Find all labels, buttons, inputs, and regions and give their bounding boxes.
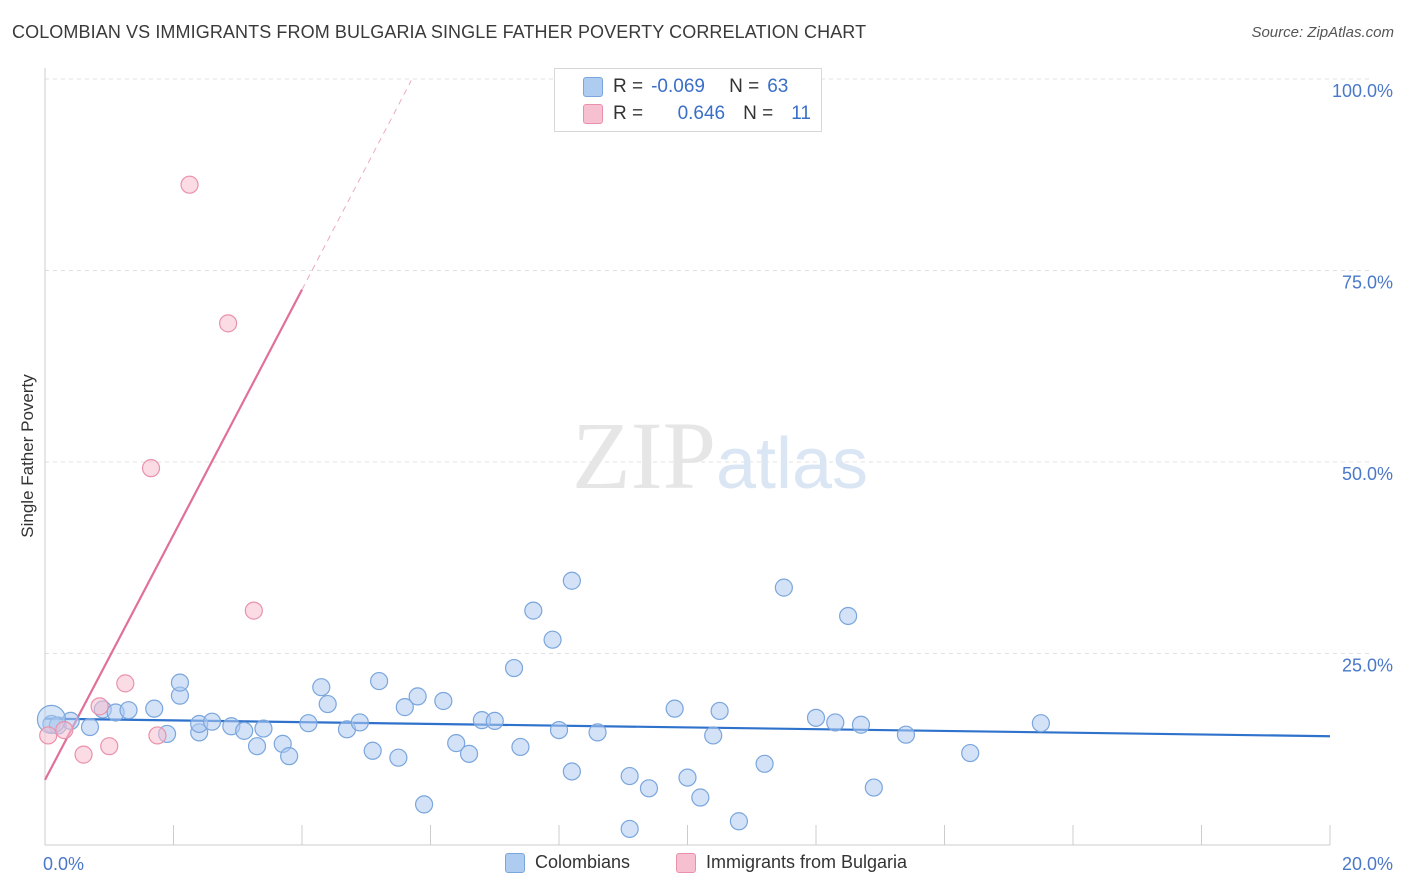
y-tick-label: 50.0%	[1342, 464, 1393, 484]
x-tick-labels: 0.0% 20.0%	[43, 854, 1393, 874]
legend-n-label: N =	[743, 103, 774, 124]
point-colombians	[254, 719, 273, 738]
point-bulgaria	[90, 697, 109, 716]
point-colombians	[710, 701, 729, 721]
point-colombians	[678, 768, 697, 787]
point-colombians	[729, 812, 749, 831]
legend-n-value: 11	[791, 103, 811, 124]
legend-n-label: N =	[729, 76, 760, 97]
y-tick-labels: 25.0% 50.0% 75.0% 100.0%	[1332, 81, 1393, 676]
legend-r-label: R =	[613, 103, 644, 124]
point-colombians	[395, 698, 414, 717]
watermark: ZIPatlas	[572, 402, 868, 509]
point-bulgaria	[148, 726, 167, 745]
point-colombians	[459, 744, 479, 763]
point-colombians	[363, 741, 382, 760]
correlation-legend: R = -0.069 N = 63 R = 0.646 N = 11	[554, 68, 822, 132]
point-colombians	[318, 694, 337, 714]
point-colombians	[524, 601, 543, 620]
series-legend-bulgaria: Immigrants from Bulgaria	[676, 852, 907, 873]
chart-title: COLOMBIAN VS IMMIGRANTS FROM BULGARIA SI…	[12, 22, 867, 42]
point-colombians	[408, 687, 427, 706]
point-bulgaria	[244, 601, 263, 620]
point-colombians	[235, 721, 254, 740]
point-colombians	[691, 788, 710, 807]
point-colombians	[202, 712, 222, 731]
point-colombians	[389, 748, 408, 767]
series-legend: Colombians Immigrants from Bulgaria	[0, 852, 1406, 878]
point-colombians	[370, 671, 389, 691]
legend-row-bulgaria: R = 0.646 N = 11	[555, 101, 811, 127]
point-colombians	[485, 711, 504, 731]
point-colombians	[549, 720, 569, 740]
y-tick-label: 25.0%	[1342, 656, 1393, 676]
y-tick-label: 100.0%	[1332, 81, 1393, 101]
point-colombians	[826, 713, 845, 732]
point-bulgaria	[116, 674, 135, 693]
legend-swatch-colombians	[583, 77, 603, 97]
point-colombians	[247, 737, 267, 756]
point-colombians	[145, 699, 164, 718]
point-colombians	[511, 737, 530, 757]
point-bulgaria	[141, 459, 161, 478]
trend-line-bulgaria-extension	[301, 80, 412, 290]
point-colombians	[562, 571, 581, 590]
point-colombians	[170, 673, 190, 692]
point-colombians	[839, 606, 858, 626]
watermark-zip: ZIP	[572, 402, 716, 509]
point-colombians	[620, 819, 639, 839]
point-colombians	[1031, 714, 1050, 733]
point-colombians	[704, 726, 723, 745]
point-colombians	[864, 778, 883, 797]
x-tick-label: 20.0%	[1342, 854, 1393, 874]
point-colombians	[896, 725, 916, 744]
point-bulgaria	[74, 745, 93, 764]
point-colombians	[562, 762, 581, 781]
point-colombians	[312, 678, 331, 697]
point-colombians	[543, 630, 562, 649]
series-label-bulgaria: Immigrants from Bulgaria	[706, 852, 908, 872]
point-colombians	[961, 743, 980, 763]
legend-r-value: 0.646	[677, 103, 726, 124]
point-colombians	[299, 714, 318, 733]
y-tick-label: 75.0%	[1342, 273, 1393, 293]
series-label-colombians: Colombians	[535, 852, 631, 872]
point-colombians	[280, 747, 299, 766]
point-colombians	[414, 795, 434, 814]
legend-swatch-bulgaria	[583, 104, 603, 124]
watermark-atlas: atlas	[716, 424, 868, 504]
point-bulgaria	[55, 720, 74, 740]
data-points	[36, 175, 1050, 839]
point-bulgaria	[100, 737, 119, 756]
legend-r-value: -0.069	[651, 76, 705, 97]
point-colombians	[504, 658, 524, 678]
point-bulgaria	[39, 726, 58, 745]
legend-r-label: R =	[613, 76, 644, 97]
legend-n-value: 63	[767, 76, 789, 97]
legend-row-colombians: R = -0.069 N = 63	[555, 74, 788, 100]
point-colombians	[119, 701, 138, 720]
point-colombians	[639, 779, 659, 798]
series-swatch-bulgaria	[676, 852, 696, 873]
x-tick-label: 0.0%	[43, 854, 84, 874]
point-colombians	[434, 691, 453, 711]
point-colombians	[447, 734, 466, 753]
point-colombians	[588, 723, 607, 742]
point-colombians	[774, 578, 793, 597]
series-swatch-colombians	[505, 852, 525, 873]
chart-source: Source: ZipAtlas.com	[1251, 24, 1394, 41]
point-colombians	[851, 715, 871, 734]
point-bulgaria	[219, 314, 238, 333]
trend-line-bulgaria	[44, 289, 303, 781]
point-colombians	[806, 708, 826, 727]
point-colombians	[620, 766, 639, 786]
series-legend-colombians: Colombians	[505, 852, 630, 873]
point-colombians	[755, 754, 774, 773]
point-colombians	[80, 717, 100, 737]
point-bulgaria	[180, 175, 199, 194]
point-colombians	[665, 699, 684, 718]
point-colombians	[350, 713, 369, 732]
grid-lines	[45, 78, 1370, 654]
